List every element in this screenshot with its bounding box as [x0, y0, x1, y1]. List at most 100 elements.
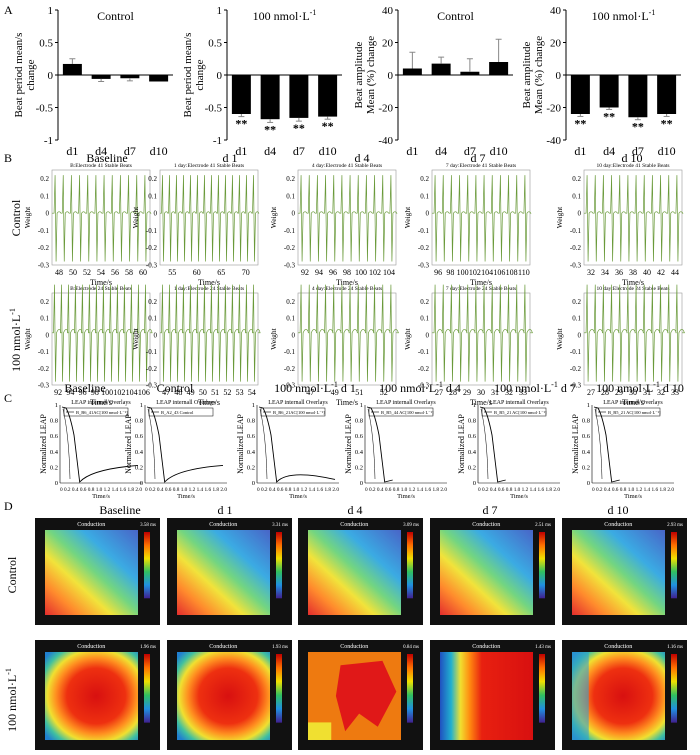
x-axis-label: Time/s	[470, 278, 492, 287]
significance-mark: **	[632, 120, 644, 134]
x-tick-label: 33	[519, 388, 527, 397]
trace-plot: 4 day:Electrode 41 Stable Beats 0.2 0.1 0 -0…	[269, 163, 398, 287]
leap-overlay-curve	[259, 408, 268, 480]
colorbar-max-label: 2.93 ms	[667, 523, 683, 528]
x-tick-label: 47	[162, 388, 170, 397]
y-tick-label: -0.1	[418, 348, 430, 356]
map-title: Conduction	[340, 644, 368, 650]
heat-region-red	[335, 660, 397, 732]
leap-curve	[61, 406, 139, 484]
y-tick-label: -0.1	[570, 227, 582, 235]
x-tick-label: 54	[248, 388, 256, 397]
legend-label: B_B6_21AC[100 nmol·L⁻¹]	[273, 410, 325, 415]
y-tick-label: -0.1	[284, 227, 296, 235]
column-title: d 10	[622, 151, 643, 165]
x-tick-label: 51	[355, 388, 363, 397]
y-tick-label: 0.1	[286, 192, 295, 200]
title-suffix: d 7	[558, 381, 576, 395]
y-axis-label-line: Mean (%) change	[533, 36, 545, 114]
y-tick-label: 20	[550, 38, 562, 50]
leap-subtitle: LEAP internall Overlays	[376, 400, 436, 406]
plot-subtitle: B:Electrode 24 Stable Beats	[70, 286, 132, 292]
legend-label: B_B5_44 AC[100 nmol·L⁻¹]	[381, 410, 434, 415]
column-title: d 1	[223, 151, 238, 165]
y-tick-label: -20	[378, 103, 393, 115]
leap-subtitle: LEAP internall Overlays	[156, 400, 216, 406]
y-axis-label: Weight	[403, 327, 412, 349]
leap-subtitle: LEAP internall Overlays	[489, 400, 549, 406]
x-tick-label: d7	[464, 144, 476, 158]
x-tick-label: 49	[187, 388, 195, 397]
x-axis-label: Time/s	[470, 398, 492, 407]
y-tick-label: 0.2	[468, 464, 476, 471]
y-axis-label: Weight	[269, 206, 278, 228]
x-tick-label: 58	[125, 268, 133, 277]
plot-frame	[431, 169, 531, 266]
conduction-map: Conduction 3.58 ms	[35, 518, 160, 625]
x-tick-label: 70	[242, 268, 250, 277]
trace-plot: 7 day:Electrode 24 Stable Beats 0.2 0.1 0 -0…	[403, 284, 533, 407]
bar-chart-A1: Control 1 0.5 0 -0.5 -1 Beat period mean/schan…	[13, 5, 173, 158]
trace-plot: 1 day:Electrode 41 Stable Beats 0.2 0.1 0 -0…	[131, 163, 260, 287]
significance-mark: **	[264, 122, 276, 136]
x-tick-label: 48	[55, 268, 63, 277]
bar-d1	[231, 75, 251, 114]
leap-plot: LEAP internall Overlays B_A2_43 Control 1 0…	[124, 400, 227, 500]
leap-plot: LEAP internall Overlays B_B6_41AC[100 nmo…	[39, 400, 142, 500]
y-tick-label: 1	[587, 402, 590, 409]
x-tick-label: 96	[329, 268, 337, 277]
leap-title: Baseline	[64, 381, 105, 395]
heat-field	[177, 530, 270, 615]
bar-chart-A4: 100 nmol·L-1 40 20 0 -20 -40 Beat amplitudeMea…	[521, 5, 681, 158]
y-tick-label: -40	[378, 135, 393, 147]
title-superscript: -1	[436, 380, 443, 389]
y-tick-label: 0.2	[148, 175, 157, 183]
x-tick-label: 102	[113, 388, 125, 397]
significance-mark: **	[603, 109, 615, 123]
chart-title: Control	[437, 9, 474, 23]
y-tick-label: -0.2	[418, 244, 430, 252]
y-tick-label: 0	[46, 210, 50, 218]
legend-label: B_B5_21 AC[100 nmol·L⁻¹]	[494, 410, 547, 415]
x-tick-label: 33	[671, 388, 679, 397]
x-tick-label: 102	[369, 268, 381, 277]
x-tick-label: 28	[601, 388, 609, 397]
y-axis-label: Weight	[131, 327, 140, 349]
x-tick-label: d4	[264, 144, 276, 158]
y-tick-label: 0.2	[286, 175, 295, 183]
conduction-map: Conduction 2.93 ms	[562, 518, 687, 625]
legend-box	[63, 407, 129, 417]
column-title: d 1	[218, 503, 233, 517]
chart-title: 100 nmol·L-1	[592, 8, 656, 23]
title-superscript: -1	[649, 8, 656, 17]
y-tick-label: 0	[55, 480, 58, 487]
column-title: d 7	[483, 503, 498, 517]
row-label: 100 nmol·L-1	[4, 668, 19, 732]
signal-trace	[160, 284, 261, 382]
bar-d4	[431, 63, 451, 75]
y-tick-label: -0.3	[146, 262, 158, 270]
x-tick-label: 52	[223, 388, 231, 397]
y-tick-label: 0	[48, 70, 54, 82]
x-tick-label: 96	[79, 388, 87, 397]
y-tick-label: -0.3	[418, 382, 430, 390]
y-tick-label: 0.1	[572, 192, 581, 200]
y-tick-label: 0.2	[420, 298, 429, 306]
heat-field	[45, 652, 138, 740]
map-title: Conduction	[472, 644, 500, 650]
y-tick-label: 0.5	[39, 38, 53, 50]
y-tick-label: -0.1	[418, 227, 430, 235]
y-tick-label: -20	[546, 103, 561, 115]
conduction-map: Conduction 1.93 ms	[167, 640, 292, 750]
significance-mark: **	[322, 119, 334, 133]
y-tick-label: -0.1	[284, 348, 296, 356]
panel-letter: C	[4, 391, 12, 405]
plot-subtitle: 4 day:Electrode 24 Stable Beats	[312, 286, 382, 292]
y-tick-label: 0.8	[582, 418, 590, 425]
column-title: d 7	[471, 151, 486, 165]
x-axis-label: Time/s	[198, 398, 220, 407]
plot-subtitle: 7 day:Electrode 41 Stable Beats	[446, 163, 516, 169]
x-tick-label: 108	[506, 268, 518, 277]
heat-region-blue	[572, 652, 589, 740]
y-tick-label: -0.2	[570, 365, 582, 373]
